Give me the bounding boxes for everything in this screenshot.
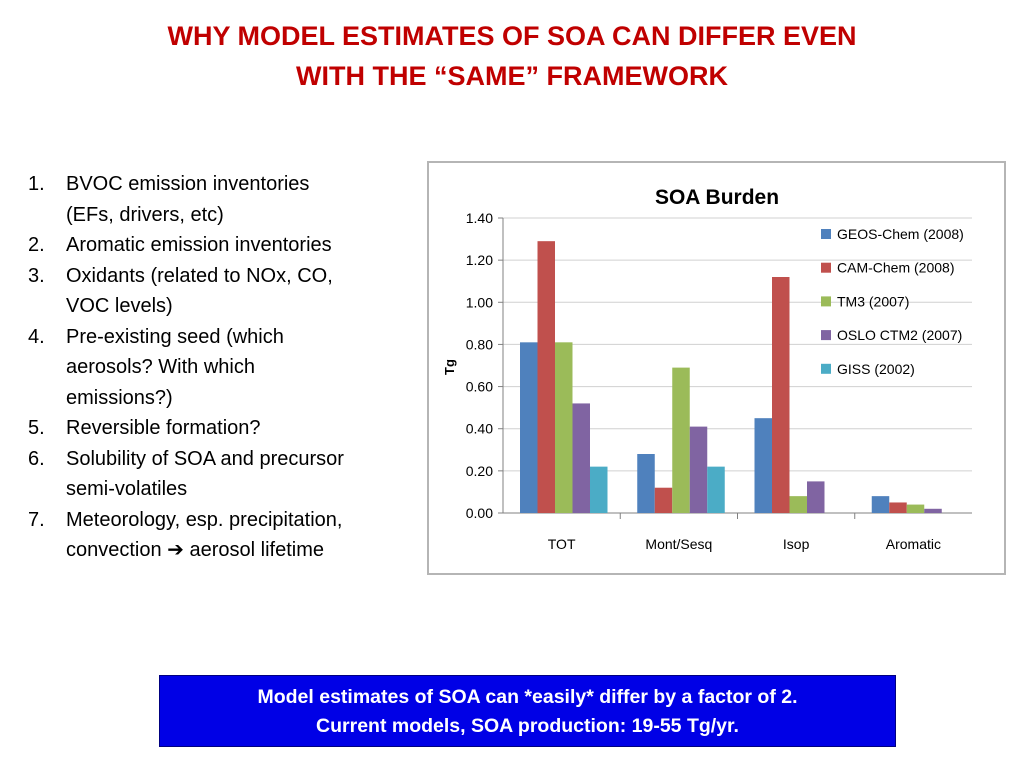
y-tick-label: 1.20 [466,252,493,268]
list-item: 7. Meteorology, esp. precipitation, conve… [28,505,438,566]
bar-oslo-ctm2-2007-aromatic [924,508,942,513]
y-tick-label: 0.00 [466,505,493,521]
list-item-number: 2. [28,234,45,256]
bar-geos-chem-2008-aromatic [871,496,890,513]
bar-cam-chem-2008-tot [537,241,555,513]
legend-swatch [821,296,831,307]
y-tick-label: 0.60 [466,379,493,395]
bar-giss-2002-tot [590,466,608,513]
callout-line-1: Model estimates of SOA can *easily* diff… [257,686,798,708]
y-axis-label: Tg [442,359,457,375]
list-item: 3. Oxidants (related to NOx, CO, VOC leve… [28,261,438,322]
list-item-number: 6. [28,447,45,470]
x-tick-label: Isop [783,536,810,552]
summary-callout: Model estimates of SOA can *easily* diff… [159,675,896,747]
slide-title: WHY MODEL ESTIMATES OF SOA CAN DIFFER EV… [40,16,984,96]
legend-swatch [821,262,831,273]
legend-swatch [821,330,831,341]
bar-cam-chem-2008-aromatic [889,502,907,513]
list-item-text: Oxidants (related to NOx, CO, VOC levels… [66,264,333,318]
bar-geos-chem-2008-isop [754,418,772,513]
title-line-2: WITH THE “SAME” FRAMEWORK [296,61,728,91]
list-item: 1. BVOC emission inventories (EFs, driver… [28,169,438,230]
list-item-text: Aromatic emission inventories [66,234,332,256]
bar-giss-2002-mont-sesq [707,466,725,513]
list-item: 5. Reversible formation? [28,413,438,444]
list-item-text: BVOC emission inventories (EFs, drivers,… [66,173,310,226]
list-item-text: Solubility of SOA and precursor semi-vol… [66,447,344,501]
bar-oslo-ctm2-2007-tot [572,403,590,513]
x-tick-label: Mont/Sesq [645,536,712,552]
soa-burden-chart: SOA Burden Tg 0.00 0.20 0.40 0.60 0.80 1.00 1.… [442,186,972,552]
reasons-list: 1. BVOC emission inventories (EFs, driver… [28,169,438,566]
bar-oslo-ctm2-2007-isop [807,481,825,513]
bar-cam-chem-2008-mont-sesq [654,487,673,513]
y-tick-label: 0.80 [466,336,493,352]
legend-label: GISS (2002) [837,361,915,377]
y-tick-label: 1.00 [466,294,493,310]
legend-swatch [821,363,831,374]
list-item: 6. Solubility of SOA and precursor semi-v… [28,444,438,505]
x-tick-label: Aromatic [886,536,941,552]
legend-label: GEOS-Chem (2008) [837,226,964,242]
y-tick-label: 0.40 [466,421,493,437]
y-tick-label: 0.20 [466,463,493,479]
list-item-text: Meteorology, esp. precipitation, convect… [66,508,343,562]
bar-geos-chem-2008-mont-sesq [637,454,655,513]
bar-oslo-ctm2-2007-mont-sesq [689,426,708,513]
callout-line-2: Current models, SOA production: 19-55 Tg… [316,715,739,737]
bar-tm3-2007-aromatic [906,504,925,513]
soa-burden-chart-frame: SOA Burden Tg 0.00 0.20 0.40 0.60 0.80 1.00 1.… [427,161,1006,575]
legend-label: CAM-Chem (2008) [837,260,954,276]
title-line-1: WHY MODEL ESTIMATES OF SOA CAN DIFFER EV… [167,21,857,51]
list-item-number: 1. [28,173,45,195]
list-item-text: Reversible formation? [66,417,261,439]
bar-tm3-2007-mont-sesq [672,367,690,513]
list-item-number: 7. [28,508,45,531]
bar-tm3-2007-tot [555,342,573,513]
bar-cam-chem-2008-isop [772,277,790,513]
legend-swatch [821,229,831,239]
x-tick-label: TOT [548,536,576,552]
legend-label: OSLO CTM2 (2007) [837,327,962,343]
list-item-number: 4. [28,325,45,348]
list-item-number: 5. [28,417,45,439]
chart-title: SOA Burden [655,186,779,209]
list-item-text: Pre-existing seed (which aerosols? With … [66,325,284,409]
list-item: 2. Aromatic emission inventories [28,230,438,261]
legend-label: TM3 (2007) [837,293,909,309]
bar-geos-chem-2008-tot [520,342,538,513]
list-item: 4. Pre-existing seed (which aerosols? Wit… [28,322,438,414]
bar-tm3-2007-isop [789,496,807,513]
list-item-number: 3. [28,264,45,287]
y-tick-label: 1.40 [466,210,493,226]
